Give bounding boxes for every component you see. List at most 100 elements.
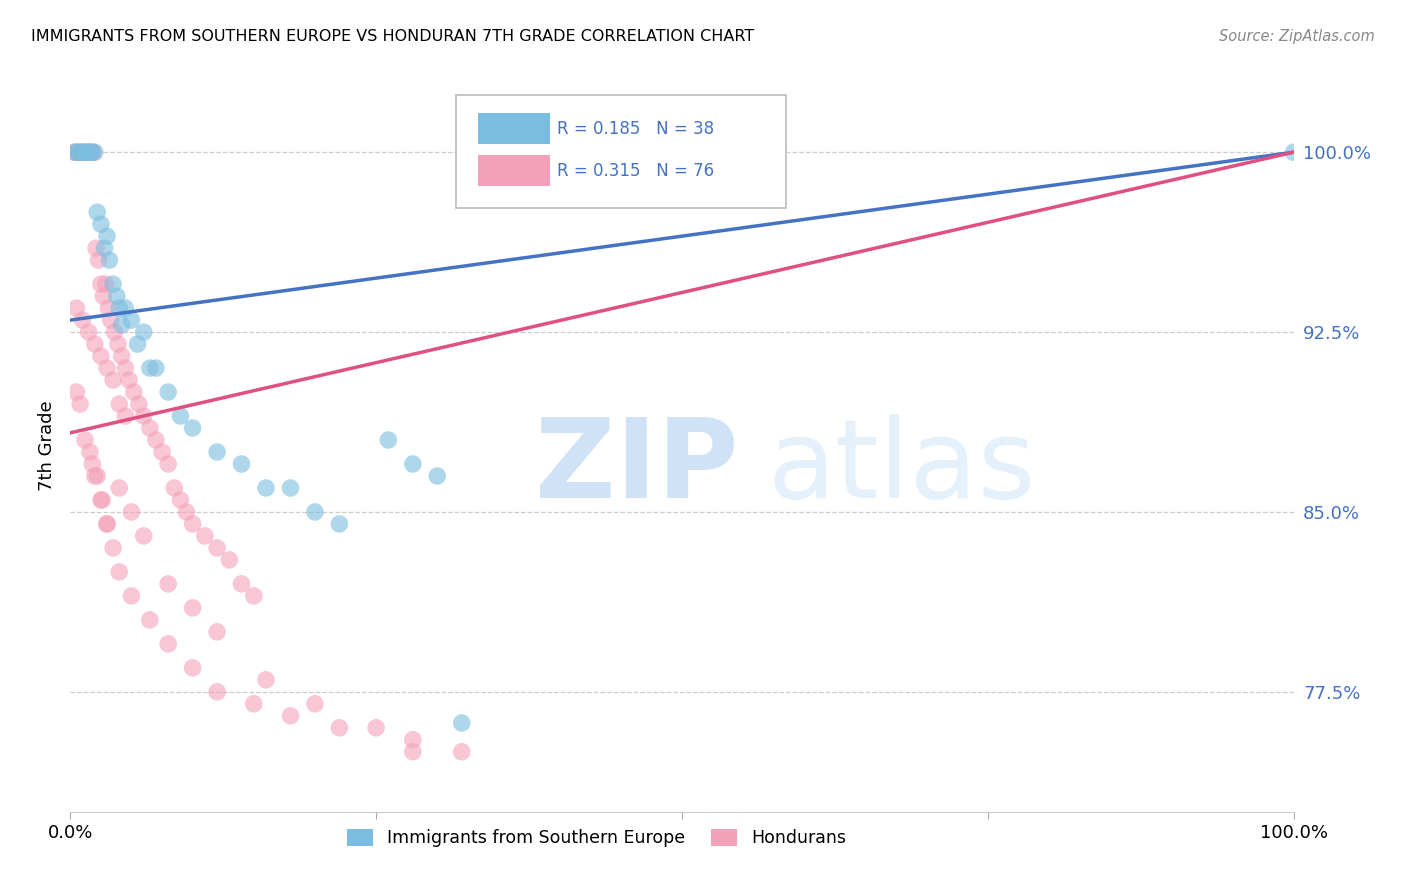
- Point: [83, 145, 105, 160]
- Point: [1282, 145, 1305, 160]
- Point: [145, 361, 167, 376]
- Point: [254, 673, 277, 687]
- Point: [75, 145, 97, 160]
- Point: [73, 145, 96, 160]
- Point: [176, 505, 198, 519]
- Point: [76, 145, 98, 160]
- Point: [83, 145, 105, 160]
- Point: [118, 373, 141, 387]
- Point: [218, 553, 240, 567]
- Point: [139, 361, 162, 376]
- Point: [101, 541, 124, 555]
- Point: [83, 469, 105, 483]
- Point: [132, 529, 155, 543]
- Point: [304, 505, 326, 519]
- Point: [97, 301, 120, 315]
- Point: [280, 481, 302, 495]
- Point: [67, 145, 90, 160]
- Point: [139, 613, 162, 627]
- Point: [87, 253, 110, 268]
- Point: [108, 397, 131, 411]
- Point: [280, 708, 302, 723]
- FancyBboxPatch shape: [478, 113, 550, 144]
- Point: [366, 721, 388, 735]
- Point: [90, 492, 112, 507]
- Point: [70, 145, 93, 160]
- Point: [114, 301, 136, 315]
- Text: Source: ZipAtlas.com: Source: ZipAtlas.com: [1219, 29, 1375, 45]
- Point: [91, 289, 114, 303]
- Point: [111, 318, 134, 332]
- Point: [157, 385, 180, 400]
- Point: [100, 313, 122, 327]
- Point: [150, 445, 173, 459]
- Point: [402, 457, 425, 471]
- Point: [108, 565, 131, 579]
- Point: [96, 361, 118, 376]
- Point: [181, 600, 204, 615]
- Point: [93, 241, 115, 255]
- Legend: Immigrants from Southern Europe, Hondurans: Immigrants from Southern Europe, Hondura…: [340, 822, 853, 855]
- Point: [82, 457, 104, 471]
- Text: IMMIGRANTS FROM SOUTHERN EUROPE VS HONDURAN 7TH GRADE CORRELATION CHART: IMMIGRANTS FROM SOUTHERN EUROPE VS HONDU…: [31, 29, 754, 45]
- Point: [194, 529, 217, 543]
- Point: [96, 516, 118, 531]
- Point: [157, 577, 180, 591]
- Point: [181, 516, 204, 531]
- Point: [426, 469, 449, 483]
- Point: [121, 589, 143, 603]
- Point: [65, 385, 87, 400]
- Point: [450, 745, 472, 759]
- Point: [79, 445, 101, 459]
- Point: [169, 409, 191, 423]
- Point: [90, 277, 112, 292]
- Point: [101, 277, 124, 292]
- Point: [103, 325, 125, 339]
- Point: [66, 145, 89, 160]
- FancyBboxPatch shape: [478, 155, 550, 186]
- Point: [377, 433, 399, 447]
- Point: [108, 481, 131, 495]
- Point: [86, 469, 108, 483]
- Point: [181, 421, 204, 435]
- Point: [80, 145, 103, 160]
- Text: R = 0.315   N = 76: R = 0.315 N = 76: [557, 162, 714, 180]
- Point: [328, 516, 350, 531]
- Point: [139, 421, 162, 435]
- Point: [72, 145, 94, 160]
- Point: [84, 241, 107, 255]
- Point: [111, 349, 134, 363]
- Point: [90, 217, 112, 231]
- Point: [105, 289, 128, 303]
- Point: [132, 409, 155, 423]
- Y-axis label: 7th Grade: 7th Grade: [38, 401, 56, 491]
- Point: [65, 301, 87, 315]
- Point: [450, 716, 472, 731]
- Point: [114, 409, 136, 423]
- Point: [181, 661, 204, 675]
- Point: [96, 516, 118, 531]
- Point: [121, 505, 143, 519]
- Point: [107, 337, 129, 351]
- Point: [83, 337, 105, 351]
- Point: [63, 145, 86, 160]
- Point: [98, 253, 121, 268]
- Point: [157, 637, 180, 651]
- Point: [65, 145, 87, 160]
- Point: [114, 361, 136, 376]
- Point: [231, 577, 253, 591]
- Point: [72, 313, 94, 327]
- Point: [145, 433, 167, 447]
- Point: [94, 277, 117, 292]
- Point: [91, 492, 114, 507]
- Point: [122, 385, 145, 400]
- Point: [79, 145, 101, 160]
- Point: [132, 325, 155, 339]
- Point: [243, 697, 266, 711]
- Point: [328, 721, 350, 735]
- Point: [402, 732, 425, 747]
- Point: [73, 433, 96, 447]
- Text: R = 0.185   N = 38: R = 0.185 N = 38: [557, 120, 714, 138]
- Point: [231, 457, 253, 471]
- Point: [96, 229, 118, 244]
